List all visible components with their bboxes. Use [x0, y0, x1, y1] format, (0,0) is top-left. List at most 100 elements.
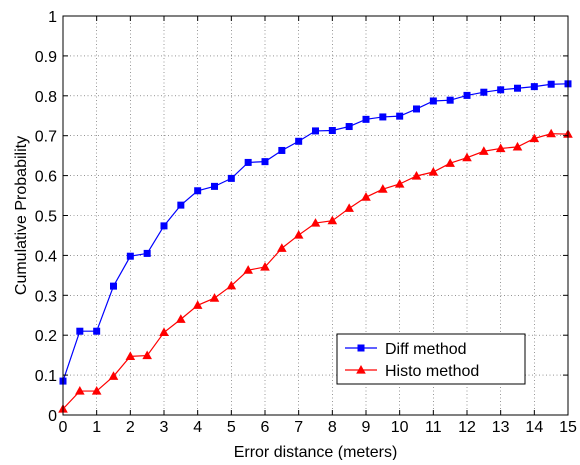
y-tick-label: 0.8	[35, 89, 57, 106]
data-point-diff-method	[244, 158, 252, 166]
data-point-diff-method	[463, 91, 471, 99]
data-point-diff-method	[312, 127, 319, 135]
series-histo-method	[58, 128, 573, 413]
data-point-diff-method	[379, 113, 387, 121]
data-point-histo-method	[529, 133, 540, 143]
data-point-histo-method	[445, 158, 455, 167]
x-tick-label: 3	[160, 419, 169, 436]
x-tick-label: 11	[425, 419, 442, 436]
legend-marker-diff-method	[357, 344, 365, 352]
y-tick-label: 0.3	[35, 288, 57, 305]
data-point-diff-method	[413, 105, 420, 113]
y-tick-label: 0.6	[35, 169, 57, 186]
data-point-diff-method	[530, 83, 538, 91]
data-point-histo-method	[361, 192, 371, 201]
data-point-diff-method	[93, 327, 101, 335]
data-point-histo-method	[411, 170, 422, 180]
data-point-histo-method	[378, 184, 388, 193]
x-tick-label: 7	[294, 419, 303, 436]
data-point-histo-method	[394, 178, 405, 188]
y-tick-label: 0.1	[35, 368, 57, 385]
y-tick-label: 0.2	[35, 328, 57, 345]
y-axis-label: Cumulative Probability	[13, 136, 30, 295]
data-point-diff-method	[429, 97, 437, 105]
data-point-diff-method	[497, 86, 505, 94]
legend: Diff method Histo method	[336, 333, 526, 385]
x-tick-label: 9	[362, 419, 371, 436]
x-tick-label: 2	[126, 419, 135, 436]
data-point-histo-method	[176, 314, 186, 323]
x-tick-label: 5	[227, 419, 236, 436]
data-point-diff-method	[76, 327, 84, 335]
data-point-histo-method	[260, 261, 270, 271]
data-point-diff-method	[396, 112, 404, 120]
x-tick-label: 12	[458, 419, 476, 436]
data-point-histo-method	[226, 280, 237, 290]
x-tick-label: 13	[492, 419, 510, 436]
data-point-diff-method	[110, 282, 117, 290]
x-axis-label: Error distance (meters)	[234, 444, 398, 460]
series-diff-method	[59, 80, 572, 385]
data-point-histo-method	[495, 143, 506, 153]
x-tick-label: 6	[261, 419, 270, 436]
data-point-diff-method	[160, 222, 168, 230]
data-point-diff-method	[177, 201, 185, 209]
data-point-diff-method	[194, 187, 202, 195]
y-tick-label: 0.4	[35, 248, 57, 265]
data-point-diff-method	[227, 174, 235, 182]
x-tick-label: 1	[92, 419, 101, 436]
data-point-histo-method	[192, 300, 203, 309]
x-tick-label: 15	[559, 419, 577, 436]
data-point-histo-method	[428, 167, 439, 176]
legend-marker-histo-method	[356, 365, 366, 374]
grid-layer	[63, 16, 568, 415]
data-point-diff-method	[547, 80, 555, 88]
legend-label-histo-method: Histo method	[385, 363, 479, 380]
data-point-histo-method	[209, 293, 220, 302]
y-tick-label: 1	[48, 9, 57, 26]
data-point-histo-method	[91, 386, 102, 395]
data-point-histo-method	[108, 371, 119, 380]
data-point-diff-method	[514, 84, 521, 92]
data-point-diff-method	[278, 146, 286, 154]
data-point-histo-method	[75, 386, 85, 395]
data-point-histo-method	[159, 327, 169, 337]
data-point-diff-method	[261, 158, 269, 166]
data-point-histo-method	[125, 351, 136, 360]
x-tick-label: 0	[59, 419, 68, 436]
data-point-histo-method	[462, 152, 472, 162]
data-point-histo-method	[344, 203, 354, 212]
data-point-histo-method	[293, 230, 304, 239]
legend-label-diff-method: Diff method	[385, 341, 467, 358]
data-point-diff-method	[480, 88, 488, 96]
data-point-diff-method	[328, 127, 336, 135]
y-tick-label: 0.7	[35, 129, 57, 146]
data-point-histo-method	[479, 146, 489, 155]
x-tick-label: 14	[525, 419, 543, 436]
tick-layer: 0 1 2 3 4 5 6 7 8 9 10 11 12 13 14 1500.10.20.30.40.50.…	[35, 9, 577, 436]
data-point-histo-method	[546, 128, 556, 138]
data-point-histo-method	[327, 215, 338, 225]
x-tick-label: 4	[193, 419, 202, 436]
series-layer	[58, 80, 573, 413]
data-point-histo-method	[277, 243, 287, 252]
data-point-diff-method	[126, 252, 134, 260]
data-point-diff-method	[143, 249, 151, 257]
data-point-histo-method	[142, 350, 152, 360]
data-point-histo-method	[310, 218, 321, 227]
data-point-histo-method	[243, 265, 253, 274]
y-tick-label: 0	[48, 408, 57, 425]
legend-box	[336, 333, 526, 385]
data-point-histo-method	[512, 141, 523, 151]
data-point-diff-method	[295, 137, 303, 145]
y-tick-label: 0.5	[35, 209, 57, 226]
data-point-diff-method	[362, 115, 370, 123]
data-point-diff-method	[446, 96, 454, 104]
data-point-diff-method	[345, 123, 353, 131]
y-tick-label: 0.9	[35, 49, 57, 66]
data-point-diff-method	[211, 182, 218, 190]
x-tick-label: 8	[328, 419, 337, 436]
x-tick-label: 10	[391, 419, 409, 436]
